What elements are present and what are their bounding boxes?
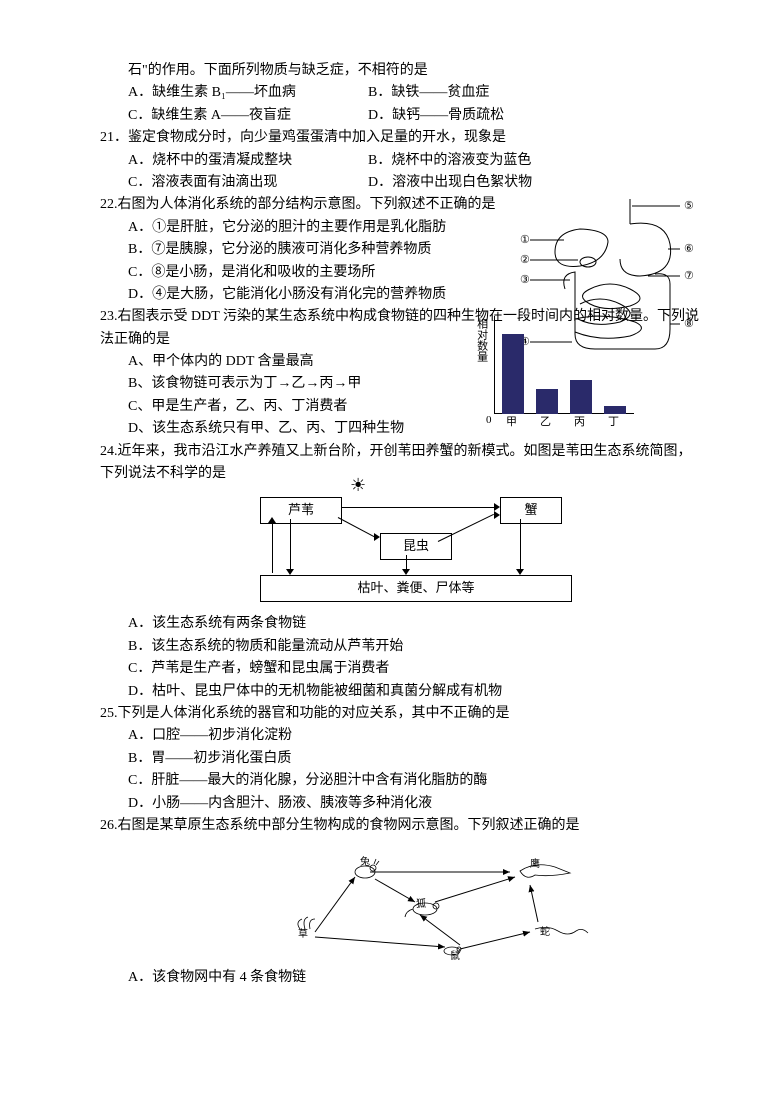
- cat-3: 丁: [608, 414, 619, 432]
- q20-d: D．缺钙——骨质疏松: [368, 105, 504, 127]
- label-3: ③: [520, 274, 530, 286]
- sun-icon: ☀: [350, 471, 366, 500]
- cat-1: 乙: [540, 414, 551, 432]
- y-axis: [494, 316, 495, 414]
- q21-row2: C．溶液表面有油滴出现 D．溶液中出现白色絮状物: [100, 172, 700, 194]
- ddt-bar-chart: 相对数量 0 甲 乙 丙 丁: [480, 316, 640, 426]
- q20-row1: A．缺维生素 B₁——坏血病 B．缺铁——贫血症: [100, 82, 700, 104]
- web-snake: 蛇: [540, 925, 550, 938]
- q20-row2: C．缺维生素 A——夜盲症 D．缺钙——骨质疏松: [100, 105, 700, 127]
- q21-a: A．烧杯中的蛋清凝成整块: [128, 150, 368, 172]
- food-web-diagram: 草 兔 狐 鹰 鼠 蛇: [280, 837, 700, 967]
- bar-0: [502, 334, 524, 415]
- q21-stem: 21．鉴定食物成分时，向少量鸡蛋蛋清中加入足量的开水，现象是: [100, 127, 700, 149]
- q25-b: B．胃——初步消化蛋白质: [100, 748, 700, 770]
- q24-a: A．该生态系统有两条食物链: [100, 613, 700, 635]
- label-2: ②: [520, 254, 530, 266]
- q25-stem: 25.下列是人体消化系统的器官和功能的对应关系，其中不正确的是: [100, 703, 700, 725]
- bar-2: [570, 380, 592, 414]
- web-eagle: 鹰: [530, 857, 540, 870]
- q24-c: C．芦苇是生产者，螃蟹和昆虫属于消费者: [100, 658, 700, 680]
- label-6: ⑥: [684, 243, 694, 255]
- q20-c: C．缺维生素 A——夜盲症: [128, 105, 368, 127]
- q21-d: D．溶液中出现白色絮状物: [368, 172, 532, 194]
- cat-2: 丙: [574, 414, 585, 432]
- q25-d: D．小肠——内含胆汁、肠液、胰液等多种消化液: [100, 793, 700, 815]
- node-detritus: 枯叶、粪便、尸体等: [260, 575, 572, 602]
- q25-a: A．口腔——初步消化淀粉: [100, 725, 700, 747]
- q26-block: 26.右图是某草原生态系统中部分生物构成的食物网示意图。下列叙述正确的是 草 兔: [100, 815, 700, 990]
- reed-flowchart: ☀ 芦苇 蟹 昆虫 枯叶、粪便、尸体等: [220, 489, 600, 609]
- q26-stem: 26.右图是某草原生态系统中部分生物构成的食物网示意图。下列叙述正确的是: [100, 815, 700, 837]
- q22-block: 22.右图为人体消化系统的部分结构示意图。下列叙述不正确的是 A．①是肝脏，它分…: [100, 194, 700, 306]
- q20-b: B．缺铁——贫血症: [368, 82, 489, 104]
- cat-0: 甲: [506, 414, 517, 432]
- origin-label: 0: [486, 412, 492, 430]
- q23-block: 23.右图表示受 DDT 污染的某生态系统中构成食物链的四种生物在一段时间内的相…: [100, 306, 700, 440]
- q21-b: B．烧杯中的溶液变为蓝色: [368, 150, 531, 172]
- q24-d: D．枯叶、昆虫尸体中的无机物能被细菌和真菌分解成有机物: [100, 681, 700, 703]
- q21-row1: A．烧杯中的蛋清凝成整块 B．烧杯中的溶液变为蓝色: [100, 150, 700, 172]
- q24-stem: 24.近年来，我市沿江水产养殖又上新台阶，开创苇田养蟹的新模式。如图是苇田生态系…: [100, 441, 700, 486]
- chart-ylabel: 相对数量: [472, 318, 490, 362]
- node-insect: 昆虫: [380, 533, 452, 560]
- q21-c: C．溶液表面有油滴出现: [128, 172, 368, 194]
- node-crab: 蟹: [500, 497, 562, 524]
- bar-1: [536, 389, 558, 415]
- q20-a: A．缺维生素 B₁——坏血病: [128, 82, 368, 104]
- q20-cont: 石"的作用。下面所列物质与缺乏症，不相符的是: [100, 60, 700, 82]
- q25-c: C．肝脏——最大的消化腺，分泌胆汁中含有消化脂肪的酶: [100, 770, 700, 792]
- web-grass: 草: [298, 928, 308, 940]
- q24-b: B．该生态系统的物质和能量流动从芦苇开始: [100, 636, 700, 658]
- label-5: ⑤: [684, 200, 694, 212]
- label-7: ⑦: [684, 270, 694, 282]
- bar-3: [604, 406, 626, 415]
- q26-a: A．该食物网中有 4 条食物链: [100, 967, 700, 989]
- label-1: ①: [520, 234, 530, 246]
